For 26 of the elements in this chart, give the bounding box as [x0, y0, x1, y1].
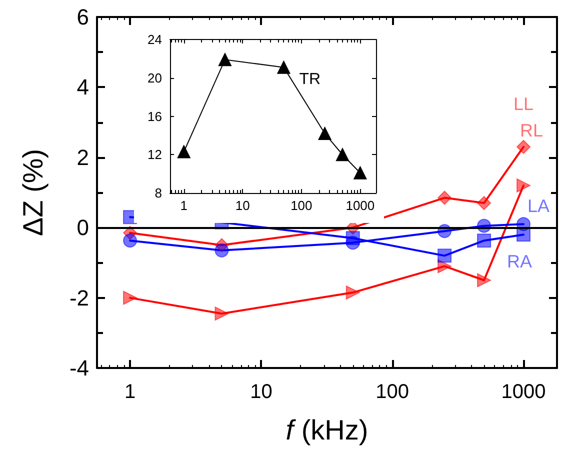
series-label: LA: [528, 196, 550, 216]
y-tick-label: 2: [76, 144, 89, 170]
x-tick-label: 10: [250, 381, 272, 403]
text: RL: [520, 120, 544, 140]
y-tick-label: 0: [76, 215, 89, 240]
x-tick-label: 100: [290, 198, 312, 213]
y-tick-label: -2: [69, 285, 89, 310]
x-tick-label: 100: [376, 381, 410, 403]
x-tick-label: 1000: [346, 198, 375, 213]
y-tick-label: 24: [148, 32, 162, 47]
y-tick-label: 16: [148, 108, 162, 124]
y-tick-label: 20: [148, 70, 162, 86]
series-label: LL: [514, 94, 534, 114]
x-tick-label: 1: [124, 381, 136, 403]
y-axis-title: ΔZ (%): [18, 148, 48, 236]
series-label: TR: [299, 70, 321, 88]
x-tick-label: 10: [235, 198, 250, 213]
y-tick-label: 12: [148, 147, 162, 162]
x-axis-title: f (kHz): [286, 414, 368, 446]
y-tick-label: 6: [76, 4, 89, 30]
y-tick-label: 4: [76, 74, 89, 100]
y-tick-label: -4: [69, 356, 89, 380]
x-tick-label: 1: [180, 198, 188, 213]
series-label: RA: [507, 252, 532, 272]
x-tick-label: 1000: [501, 381, 546, 403]
y-tick-label: 8: [154, 186, 162, 200]
